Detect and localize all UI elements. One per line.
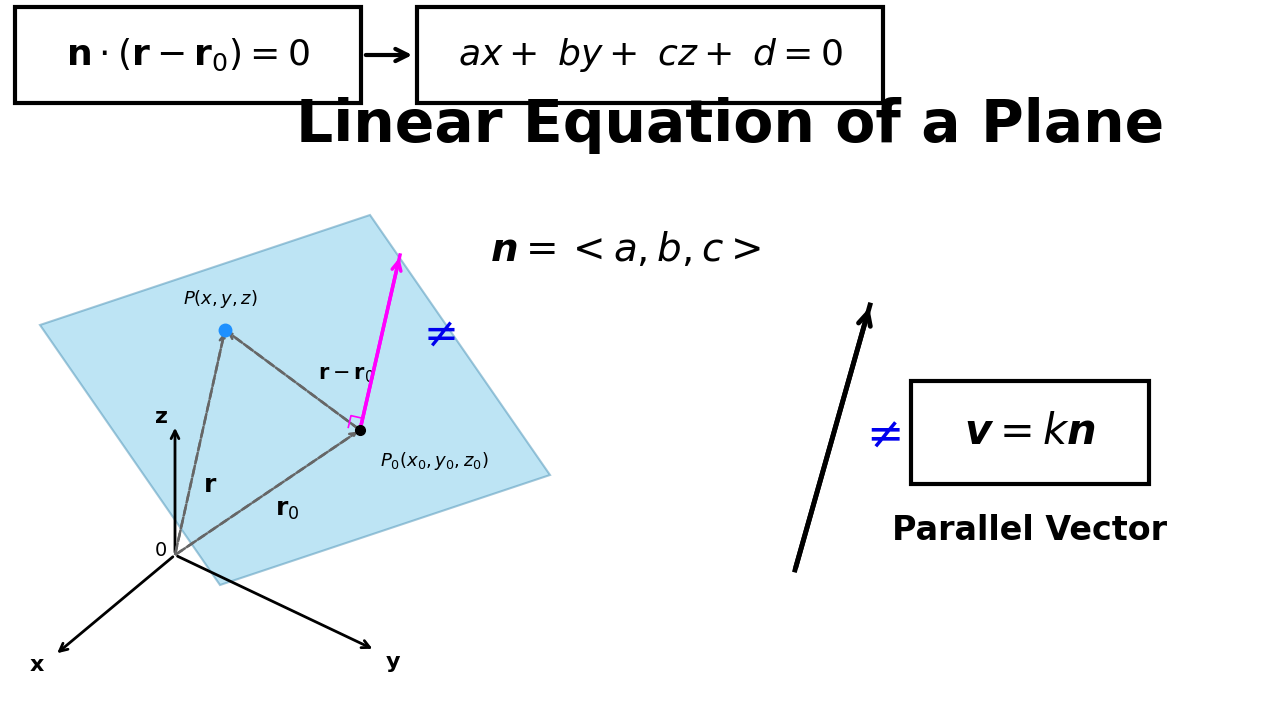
FancyBboxPatch shape	[911, 381, 1149, 484]
Text: $\mathbf{n} \cdot (\mathbf{r} - \mathbf{r}_0) = 0$: $\mathbf{n} \cdot (\mathbf{r} - \mathbf{…	[67, 37, 310, 73]
FancyBboxPatch shape	[417, 7, 883, 103]
Text: $P(x, y, z)$: $P(x, y, z)$	[183, 288, 257, 310]
Text: 0: 0	[155, 541, 168, 560]
Text: $\neq$: $\neq$	[859, 413, 901, 456]
Text: x: x	[29, 655, 45, 675]
Text: $\boldsymbol{v} = k\boldsymbol{n}$: $\boldsymbol{v} = k\boldsymbol{n}$	[964, 412, 1096, 454]
Text: $\neq$: $\neq$	[415, 314, 456, 356]
Text: $ax + \ by + \ cz + \ d = 0$: $ax + \ by + \ cz + \ d = 0$	[458, 36, 842, 74]
Text: $P_0(x_0, y_0, z_0)$: $P_0(x_0, y_0, z_0)$	[380, 450, 489, 472]
Text: Linear Equation of a Plane: Linear Equation of a Plane	[296, 96, 1164, 153]
Text: $\boldsymbol{n} =< a, b, c >$: $\boldsymbol{n} =< a, b, c >$	[490, 230, 760, 269]
Text: $\mathbf{r}$: $\mathbf{r}$	[202, 473, 218, 497]
Polygon shape	[40, 215, 550, 585]
Text: $\mathbf{r}_0$: $\mathbf{r}_0$	[275, 498, 300, 523]
Text: $\mathbf{r} - \mathbf{r}_0$: $\mathbf{r} - \mathbf{r}_0$	[317, 365, 374, 385]
Text: Parallel Vector: Parallel Vector	[892, 513, 1167, 546]
Text: y: y	[385, 652, 401, 672]
Text: z: z	[155, 407, 168, 427]
FancyBboxPatch shape	[15, 7, 361, 103]
